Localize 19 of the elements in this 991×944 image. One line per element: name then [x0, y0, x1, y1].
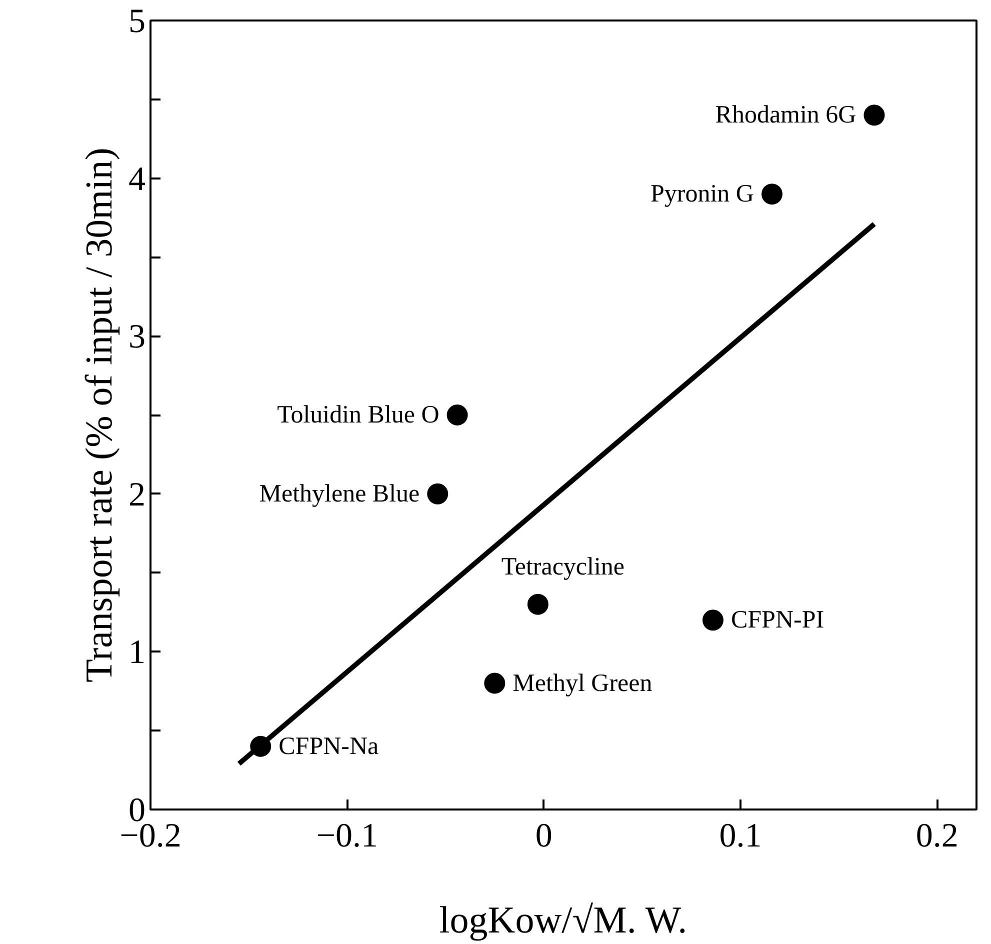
y-tick-label: 4	[128, 160, 146, 198]
annotation: CFPN-PI	[730, 606, 824, 634]
x-tick-label: −0.1	[316, 818, 378, 854]
annotation: CFPN-Na	[278, 732, 379, 760]
annotation: Methyl Green	[512, 670, 653, 697]
annotation: Pyronin G	[650, 180, 754, 208]
annotation: Rhodamin 6G	[715, 102, 856, 129]
annotation: Tetracycline	[501, 553, 625, 580]
x-axis-title: logKow/√M. W.	[439, 900, 688, 942]
x-tick-label: 0.2	[916, 818, 958, 854]
annotation: Methylene Blue	[259, 480, 420, 508]
y-tick-label: 2	[128, 476, 146, 514]
x-tick-label: 0.1	[719, 818, 762, 854]
y-tick-label: 1	[128, 634, 146, 672]
y-tick-label: 5	[128, 3, 146, 40]
y-tick-label: 3	[128, 318, 146, 356]
annotation: Toluidin Blue O	[277, 402, 440, 428]
x-tick-label: 0	[535, 818, 552, 854]
y-axis-title: Transport rate (% of input / 30min)	[78, 148, 120, 682]
